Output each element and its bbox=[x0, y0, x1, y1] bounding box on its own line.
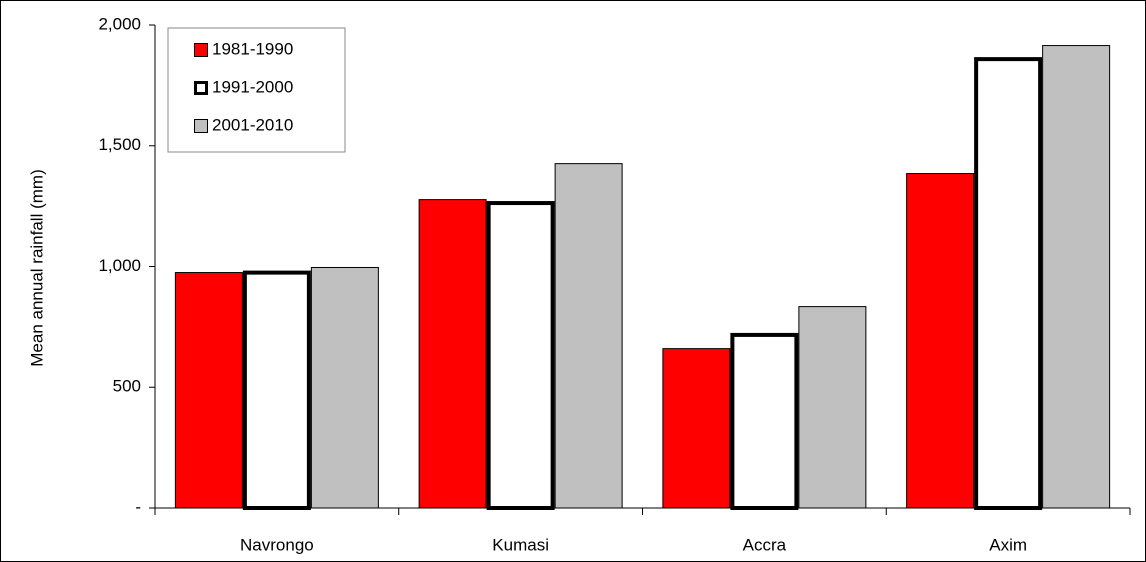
y-tick-label: 1,500 bbox=[98, 135, 141, 154]
legend-label: 1981-1990 bbox=[212, 39, 293, 58]
bar bbox=[730, 332, 799, 510]
legend-label: 2001-2010 bbox=[212, 115, 293, 134]
bar bbox=[242, 270, 311, 510]
y-axis-label: Mean annual rainfall (mm) bbox=[27, 169, 46, 366]
x-tick-label: Accra bbox=[743, 535, 787, 554]
y-tick-label: 500 bbox=[113, 377, 141, 396]
x-tick-label: Kumasi bbox=[492, 535, 549, 554]
legend-swatch bbox=[194, 119, 208, 133]
bar bbox=[974, 57, 1043, 510]
y-tick-label: 2,000 bbox=[98, 14, 141, 33]
bar bbox=[418, 199, 487, 509]
bar bbox=[554, 163, 623, 509]
y-tick-label: - bbox=[135, 497, 141, 516]
bar bbox=[174, 272, 243, 509]
x-tick-label: Navrongo bbox=[240, 535, 314, 554]
legend-label: 1991-2000 bbox=[212, 77, 293, 96]
bar bbox=[1042, 45, 1111, 509]
x-tick-label: Axim bbox=[989, 535, 1027, 554]
bar bbox=[486, 201, 555, 510]
y-tick-label: 1,000 bbox=[98, 256, 141, 275]
legend-swatch bbox=[194, 81, 208, 95]
bar bbox=[798, 306, 867, 509]
bar bbox=[310, 266, 379, 509]
legend-swatch bbox=[194, 43, 208, 57]
bar bbox=[662, 348, 731, 509]
bar bbox=[906, 173, 975, 509]
